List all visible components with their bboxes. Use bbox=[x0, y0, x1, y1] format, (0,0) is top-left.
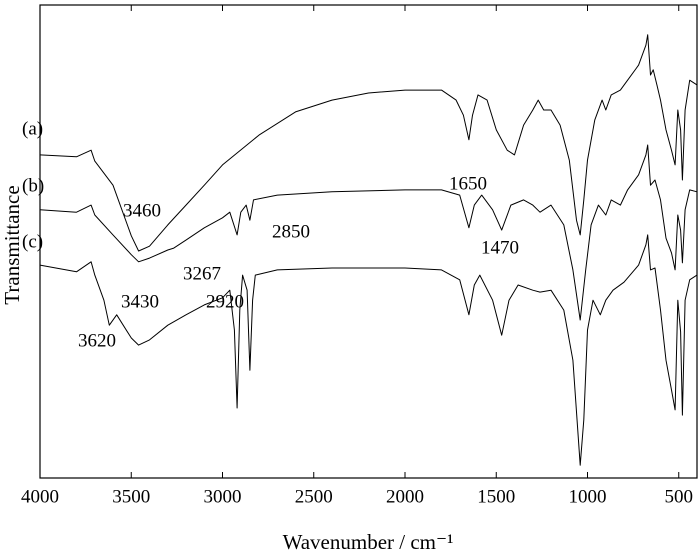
spectrum-line bbox=[39, 234, 698, 466]
x-tick-label: 1500 bbox=[477, 486, 515, 507]
x-tick-label: 2000 bbox=[386, 486, 424, 507]
plot-frame bbox=[39, 4, 698, 479]
series-label: (b) bbox=[22, 175, 44, 196]
peak-annotation: 3460 bbox=[123, 200, 161, 221]
x-tick-label: 1000 bbox=[569, 486, 607, 507]
x-tick-label: 4000 bbox=[21, 486, 59, 507]
peak-annotation: 3430 bbox=[121, 291, 159, 312]
peak-annotation: 3267 bbox=[183, 263, 221, 284]
peak-annotation: 2850 bbox=[272, 221, 310, 242]
peak-annotation: 3620 bbox=[78, 330, 116, 351]
spectrum-line bbox=[39, 144, 698, 321]
x-tick-label: 2500 bbox=[295, 486, 333, 507]
peak-annotation: 1470 bbox=[481, 237, 519, 258]
y-axis-label: Transmittance bbox=[0, 185, 24, 304]
x-tick-label: 3500 bbox=[112, 486, 150, 507]
series-label: (a) bbox=[22, 118, 43, 139]
x-tick-label: 500 bbox=[665, 486, 694, 507]
series-label: (c) bbox=[22, 231, 43, 252]
x-axis-label: Wavenumber / cm⁻¹ bbox=[283, 530, 454, 554]
x-tick-label: 3000 bbox=[204, 486, 242, 507]
spectrum-line bbox=[39, 34, 698, 252]
peak-annotation: 2920 bbox=[206, 291, 244, 312]
peak-annotation: 1650 bbox=[449, 173, 487, 194]
